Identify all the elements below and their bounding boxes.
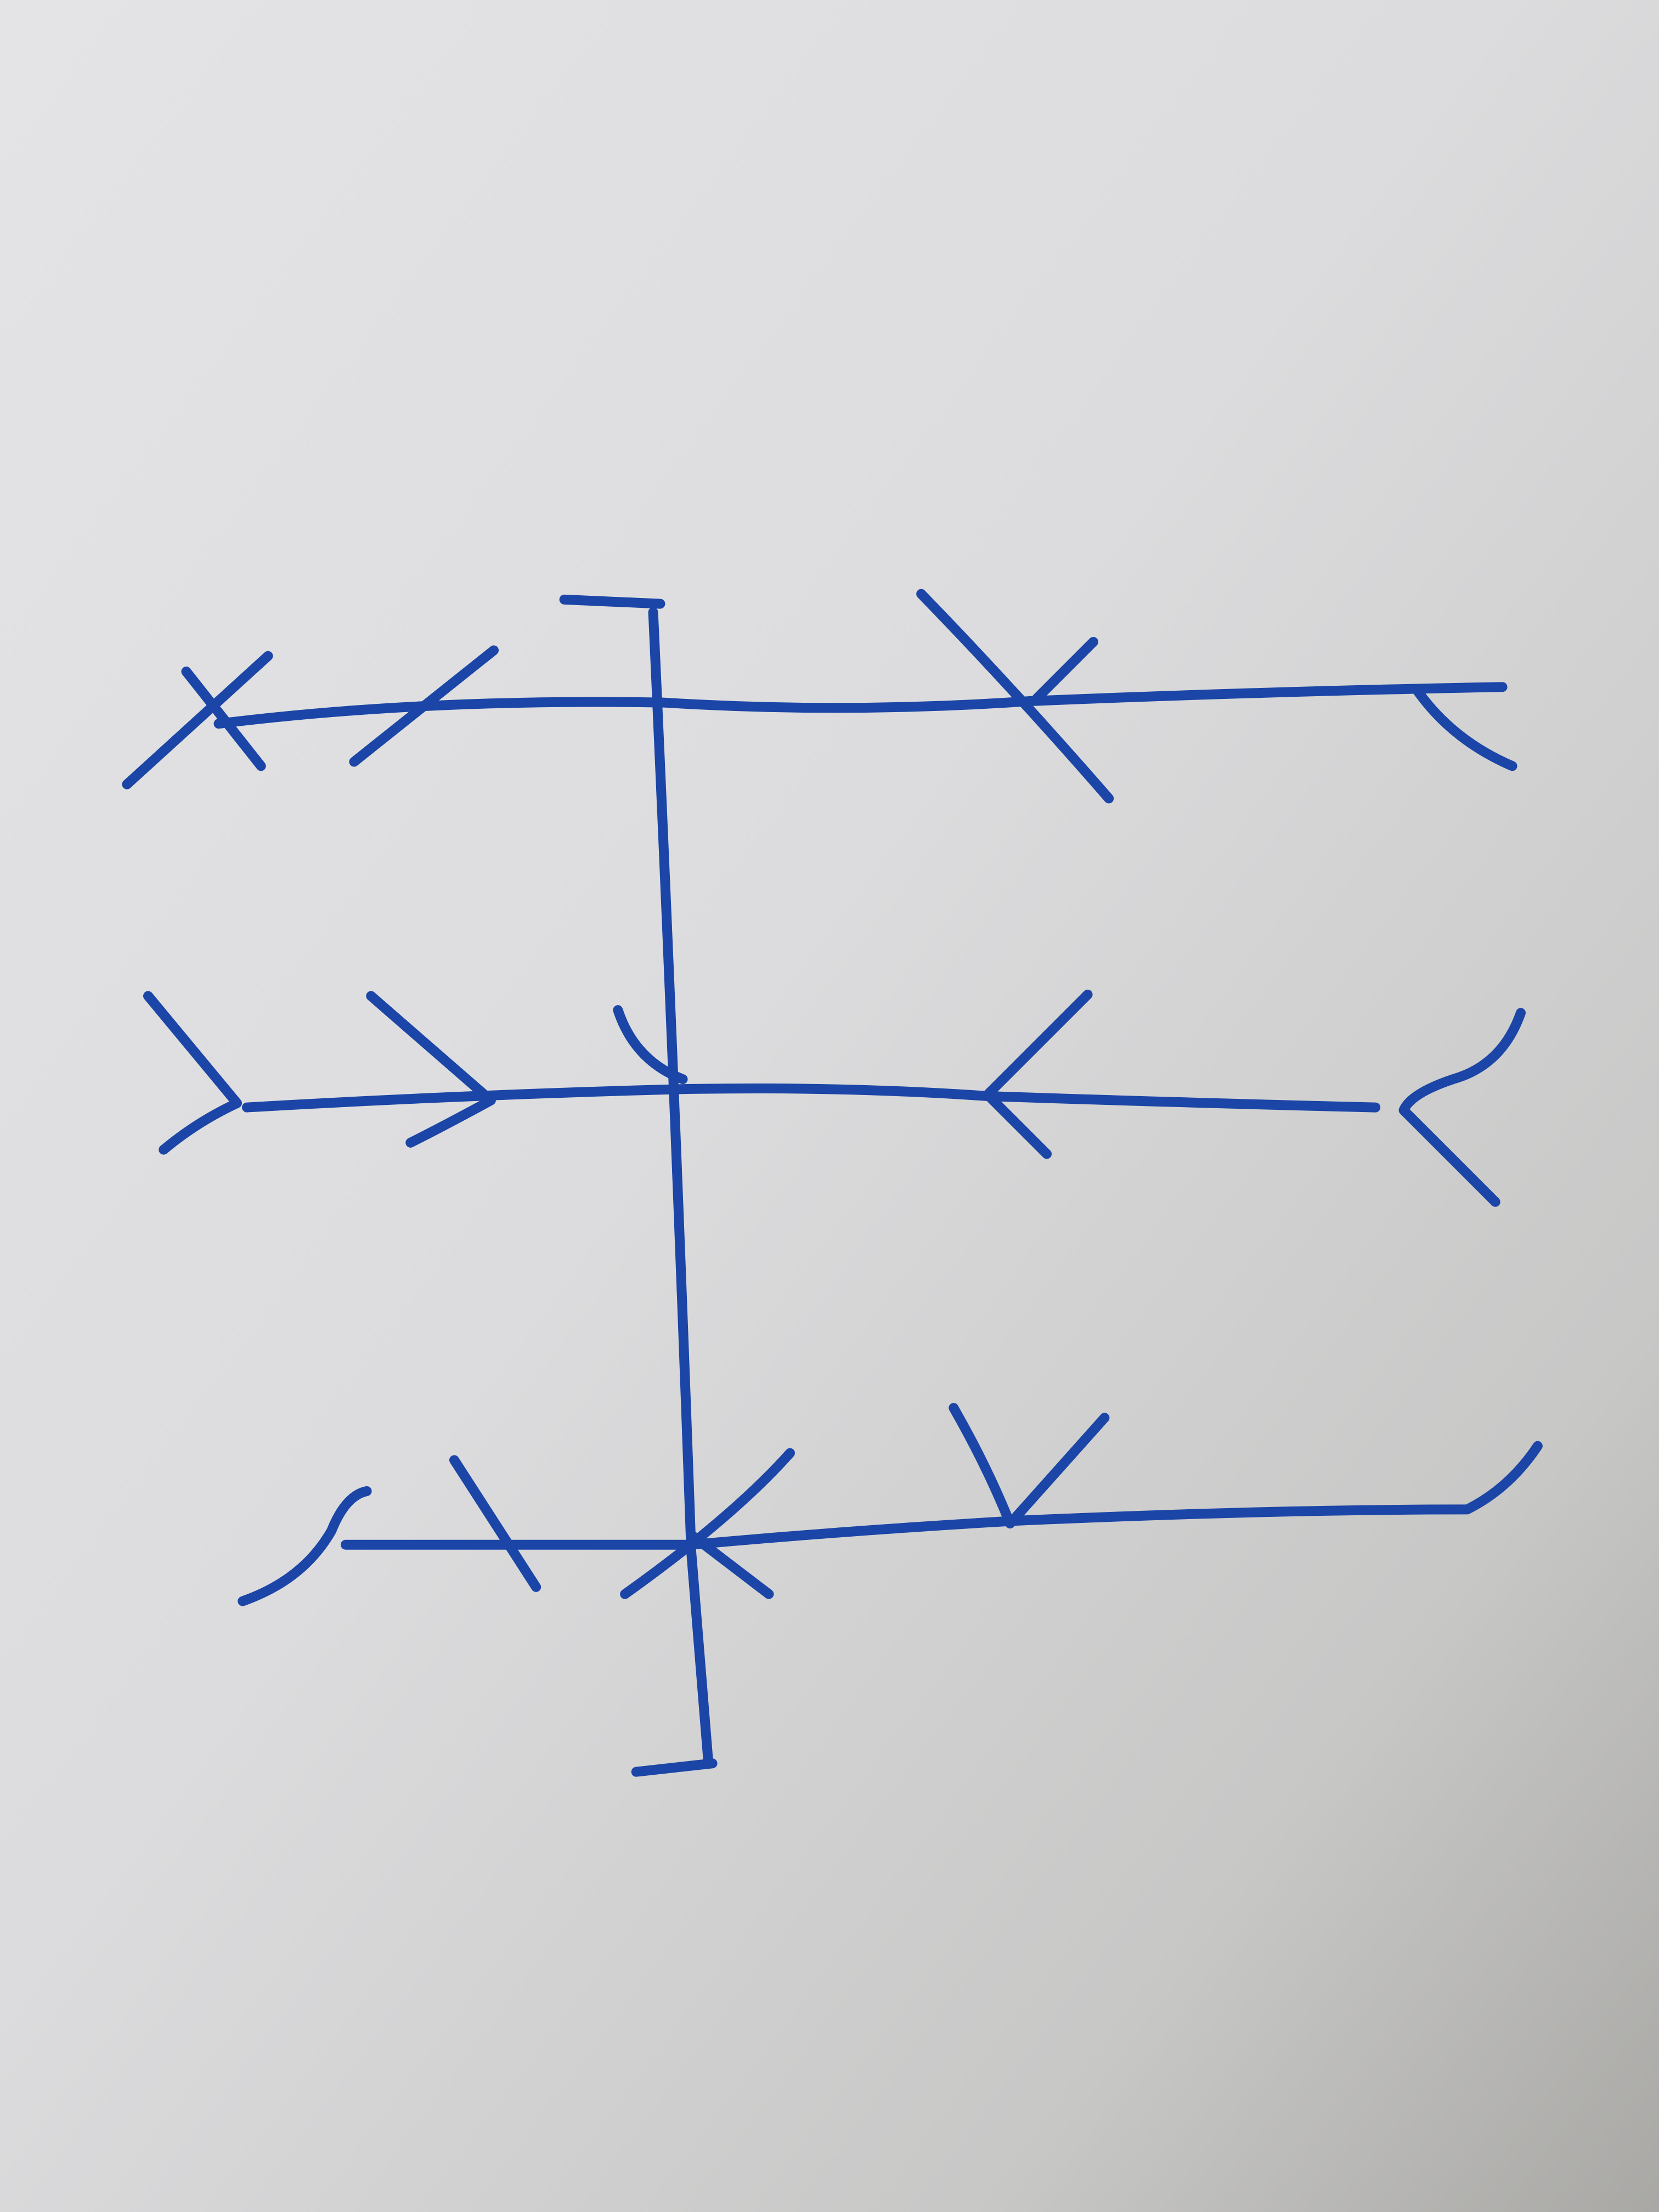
bottom-bar — [631, 1758, 718, 1777]
stroke — [122, 651, 273, 789]
stroke — [613, 1005, 688, 1085]
stroke — [1413, 686, 1517, 771]
stroke — [238, 1486, 372, 1606]
stroke — [949, 1403, 1110, 1529]
stroke — [349, 645, 499, 767]
stroke — [1032, 637, 1098, 703]
stroke — [1398, 1008, 1526, 1207]
drawing — [122, 589, 1543, 1777]
stroke — [983, 989, 1093, 1159]
stroke — [366, 991, 496, 1148]
stroke — [181, 667, 266, 771]
stroke — [686, 1530, 774, 1599]
stroke — [620, 1448, 795, 1599]
stroke — [916, 589, 1114, 804]
bottom-line — [341, 1441, 1543, 1550]
stroke — [143, 991, 242, 1155]
stroke — [449, 1455, 541, 1592]
middle-line — [242, 1084, 1381, 1113]
top-bar — [559, 594, 665, 609]
